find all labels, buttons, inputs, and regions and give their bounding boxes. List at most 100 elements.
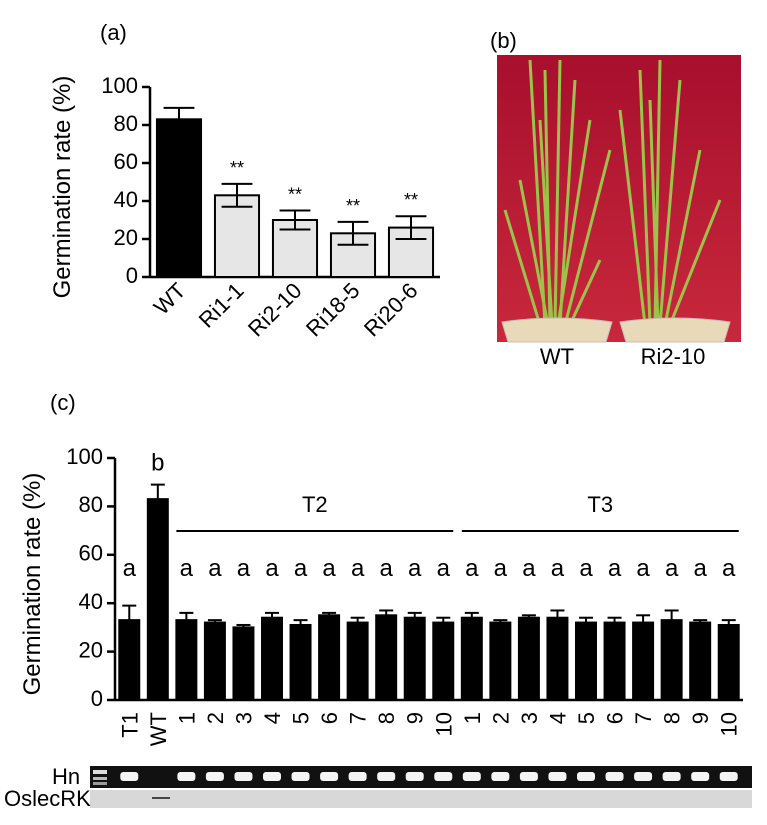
gel-band: [605, 772, 624, 781]
bar: [203, 621, 226, 701]
bar: [175, 619, 198, 702]
bar: [232, 626, 255, 702]
group-label: T2: [302, 492, 328, 517]
annotation: a: [551, 555, 565, 582]
gel-band: [405, 772, 424, 781]
y-tick-label: 100: [66, 444, 103, 469]
gel-band: [577, 772, 595, 781]
x-tick-label: 6: [603, 712, 628, 724]
annotation: a: [380, 555, 394, 582]
x-tick-label: 10: [431, 712, 456, 736]
annotation: **: [230, 158, 244, 178]
bar: [261, 616, 283, 701]
x-tick-label: Ri18-5: [301, 278, 365, 342]
annotation: a: [180, 555, 194, 582]
x-tick-label: 3: [231, 712, 256, 724]
y-tick-label: 100: [101, 73, 138, 98]
gel-band: [177, 772, 196, 781]
gel-band: [519, 772, 538, 781]
bar: [289, 623, 312, 701]
annotation: a: [522, 555, 536, 582]
bar: [575, 621, 597, 701]
gel-label: OslecRK: [4, 786, 91, 811]
annotation: a: [608, 555, 622, 582]
annotation: a: [494, 555, 508, 582]
y-tick-label: 80: [114, 111, 138, 136]
annotation: a: [408, 555, 422, 582]
x-tick-label: Ri20-6: [359, 278, 423, 342]
x-tick-label: Ri2-10: [243, 278, 307, 342]
gel-band: [548, 772, 567, 781]
y-tick-label: 40: [114, 187, 138, 212]
y-tick-label: 0: [126, 263, 138, 288]
annotation: a: [208, 555, 222, 582]
x-tick-label: 9: [403, 712, 428, 724]
x-tick-label: 10: [717, 712, 742, 736]
bar: [432, 621, 455, 701]
y-tick-label: 60: [79, 541, 103, 566]
annotation: a: [322, 555, 336, 582]
gel-band: [691, 772, 710, 781]
gel-band: [462, 772, 481, 781]
annotation: a: [465, 555, 479, 582]
bar: [146, 498, 169, 702]
annotation: a: [237, 555, 251, 582]
bar: [155, 118, 203, 278]
photo: [497, 55, 741, 343]
bar: [118, 619, 141, 702]
x-tick-label: 7: [631, 712, 656, 724]
annotation: a: [294, 555, 308, 582]
bar: [717, 623, 740, 701]
x-tick-label: T1: [117, 712, 142, 738]
x-tick-label: 1: [460, 712, 485, 724]
gel-band: [662, 772, 681, 781]
y-tick-label: 20: [114, 225, 138, 250]
annotation: **: [288, 185, 302, 205]
bar: [632, 621, 655, 701]
group-label: T3: [587, 492, 613, 517]
gel-band: [320, 772, 339, 781]
x-tick-label: 2: [203, 712, 228, 724]
annotation: a: [636, 555, 650, 582]
gel-band: [348, 772, 367, 781]
bar: [460, 616, 483, 701]
y-tick-label: 40: [79, 589, 103, 614]
photo-label: WT: [540, 344, 574, 369]
x-tick-label: 4: [545, 712, 570, 724]
x-tick-label: 6: [317, 712, 342, 724]
x-tick-label: 5: [574, 712, 599, 724]
annotation: a: [123, 555, 137, 582]
bar: [603, 621, 626, 701]
bar: [403, 616, 426, 701]
gel-band: [719, 772, 738, 781]
panel-label: (c): [50, 390, 76, 415]
y-axis-label: Germination rate (%): [49, 76, 76, 299]
photo-label: Ri2-10: [641, 344, 706, 369]
x-tick-label: WT: [146, 712, 171, 746]
bar: [689, 621, 712, 701]
gel-band: [634, 772, 653, 781]
bar: [318, 614, 341, 701]
bar: [546, 616, 569, 701]
x-tick-label: WT: [149, 278, 191, 320]
y-tick-label: 0: [91, 686, 103, 711]
gel-band: [263, 772, 281, 781]
gel-band: [120, 772, 139, 781]
x-tick-label: 9: [688, 712, 713, 724]
panel-label: (a): [100, 20, 127, 45]
annotation: a: [351, 555, 365, 582]
annotation: b: [151, 450, 164, 477]
gel-band: [377, 772, 396, 781]
y-tick-label: 60: [114, 149, 138, 174]
bar: [213, 194, 261, 278]
x-tick-label: 3: [517, 712, 542, 724]
annotation: a: [437, 555, 451, 582]
y-tick-label: 80: [79, 492, 103, 517]
annotation: a: [665, 555, 679, 582]
annotation: a: [722, 555, 736, 582]
x-tick-label: 4: [260, 712, 285, 724]
gel-band: [291, 772, 310, 781]
annotation: **: [404, 190, 418, 210]
gel-bands: [120, 772, 738, 781]
